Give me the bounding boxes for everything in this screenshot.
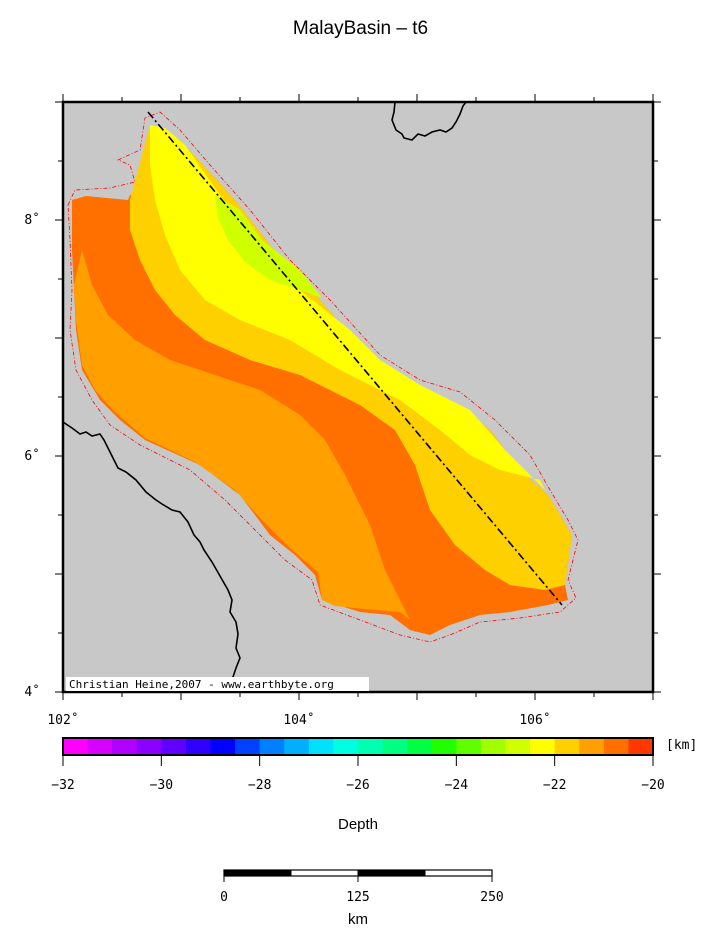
colorbar-segment	[382, 738, 408, 755]
profile-line	[147, 111, 563, 606]
colorbar-segment	[161, 738, 187, 755]
coastline-west	[63, 421, 241, 692]
colorbar-segment	[480, 738, 506, 755]
colorbar-segment	[308, 738, 334, 755]
colorbar-unit: [km]	[666, 738, 698, 753]
colorbar-segment	[579, 738, 605, 755]
colorbar-segment	[235, 738, 261, 755]
lon-label-106: 106˚	[519, 712, 550, 728]
credit-text: Christian Heine,2007 - www.earthbyte.org	[69, 678, 334, 691]
colorbar-ticks	[62, 755, 654, 766]
colorbar-segment	[63, 738, 89, 755]
longitude-labels: 102˚ 104˚ 106˚	[47, 712, 550, 728]
depth-zone-shallowest	[215, 195, 322, 298]
colorbar-segment	[358, 738, 384, 755]
map-area	[63, 102, 653, 692]
colorbar-segment	[333, 738, 359, 755]
colorbar-segment	[554, 738, 580, 755]
colorbar	[63, 738, 654, 755]
colorbar-tick-label: −24	[445, 778, 469, 793]
colorbar-segment	[136, 738, 162, 755]
scale-unit: km	[348, 911, 368, 928]
colorbar-segment	[505, 738, 531, 755]
scale-label-0: 0	[220, 890, 228, 905]
colorbar-tick-label: −28	[248, 778, 271, 793]
depth-zone-shallow	[150, 125, 545, 490]
lat-label-4: 4˚	[24, 684, 40, 700]
colorbar-segment	[210, 738, 236, 755]
colorbar-segment	[259, 738, 285, 755]
scale-bar: 0 125 250	[220, 869, 504, 905]
colorbar-segment	[407, 738, 433, 755]
frame-ticks	[55, 94, 661, 700]
colorbar-tick-label: −22	[543, 778, 566, 793]
coastline-north	[391, 102, 467, 141]
lat-label-6: 6˚	[24, 448, 40, 464]
colorbar-tick-label: −20	[641, 778, 664, 793]
basin-boundary	[67, 111, 579, 643]
colorbar-label: Depth	[337, 816, 379, 833]
colorbar-tick-label: −26	[346, 778, 369, 793]
lat-label-8: 8˚	[24, 212, 40, 228]
lon-label-102: 102˚	[47, 712, 78, 728]
scale-label-250: 250	[480, 890, 503, 905]
colorbar-labels: −32 −30 −28 −26 −24 −22 −20	[51, 778, 664, 793]
colorbar-segment	[530, 738, 556, 755]
latitude-labels: 4˚ 6˚ 8˚	[24, 212, 40, 700]
colorbar-segment	[456, 738, 482, 755]
lon-label-104: 104˚	[283, 712, 314, 728]
colorbar-tick-label: −30	[150, 778, 173, 793]
map-title: MalayBasin – t6	[292, 18, 429, 39]
colorbar-segment	[431, 738, 457, 755]
colorbar-segment	[603, 738, 629, 755]
colorbar-tick-label: −32	[51, 778, 74, 793]
colorbar-segment	[185, 738, 211, 755]
colorbar-segment	[284, 738, 310, 755]
credit-box: Christian Heine,2007 - www.earthbyte.org	[66, 677, 369, 691]
scale-label-125: 125	[346, 890, 369, 905]
colorbar-segment	[112, 738, 138, 755]
depth-zone-deepest	[74, 250, 410, 620]
colorbar-segment	[628, 738, 654, 755]
colorbar-segment	[87, 738, 113, 755]
